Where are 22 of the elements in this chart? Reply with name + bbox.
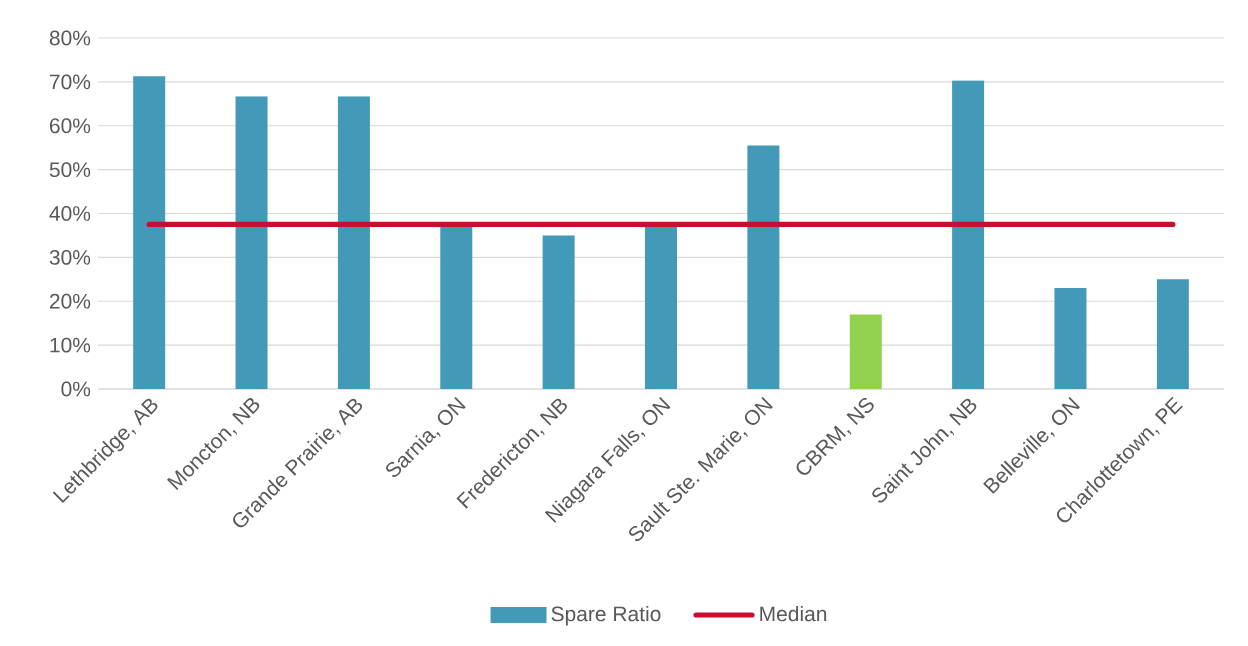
bar [1054,288,1087,389]
y-tick-label: 40% [49,206,91,221]
y-tick-label: 10% [50,337,91,353]
legend-label: Median [760,605,827,622]
y-tick-label: 30% [49,249,91,265]
bar [440,224,473,389]
y-tick-label: 80% [49,30,91,46]
bar [133,76,166,389]
bar [952,80,985,389]
y-tick-label: 20% [49,293,91,309]
bar [645,224,677,389]
bar [337,96,370,389]
legend-label: Spare Ratio [551,605,661,626]
y-tick-label: 60% [49,118,91,134]
y-tick-label: 70% [49,74,91,90]
bar [747,145,780,389]
bar [235,96,268,389]
bar [542,235,575,389]
y-tick-label: 50% [49,162,91,178]
bar [1156,279,1189,389]
y-tick-label: 0% [61,381,91,397]
bar [849,314,882,389]
